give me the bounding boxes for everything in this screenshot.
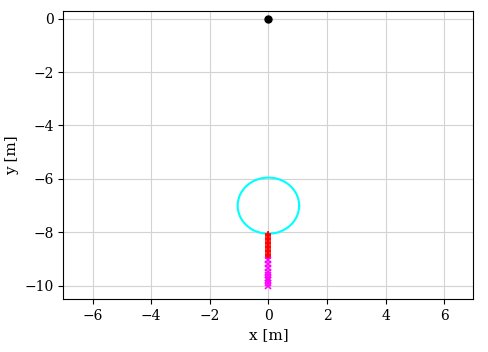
X-axis label: x [m]: x [m] [248, 328, 288, 342]
Y-axis label: y [m]: y [m] [5, 135, 19, 175]
